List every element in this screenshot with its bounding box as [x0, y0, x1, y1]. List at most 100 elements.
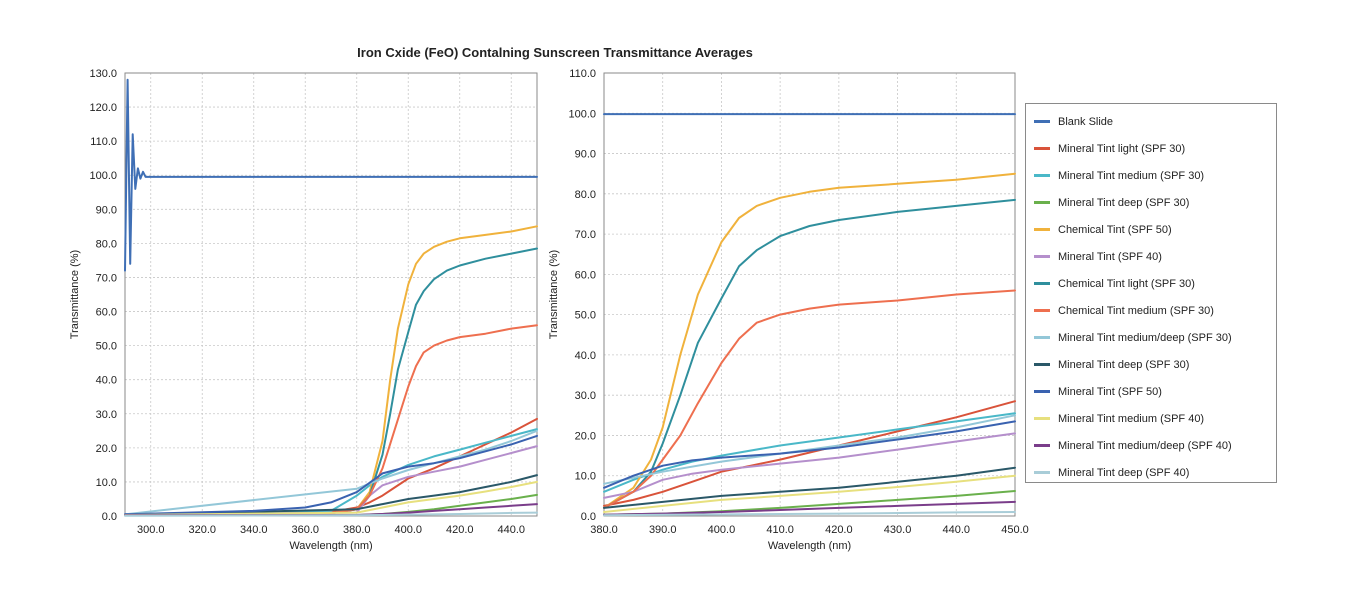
- right-series-line: [603, 466, 1016, 509]
- legend-swatch: [1034, 255, 1050, 258]
- left-x-tick-label: 340.0: [240, 524, 268, 536]
- legend-item: Chemical Tint medium (SPF 30): [1026, 297, 1276, 324]
- legend-swatch: [1034, 282, 1050, 285]
- left-y-axis-label: Transmittance (%): [69, 250, 81, 339]
- left-y-tick-label: 30.0: [96, 409, 117, 421]
- right-x-tick-label: 430.0: [884, 524, 912, 536]
- legend-label: Mineral Tint (SPF 40): [1058, 250, 1162, 263]
- legend-item: Mineral Tint medium/deep (SPF 40): [1026, 432, 1276, 459]
- legend-label: Chemical Tint (SPF 50): [1058, 223, 1172, 236]
- right-y-tick-label: 110.0: [569, 68, 596, 80]
- legend-swatch: [1034, 147, 1050, 150]
- left-series-line: [124, 480, 538, 516]
- left-series-line: [124, 511, 538, 517]
- right-x-tick-label: 410.0: [766, 524, 794, 536]
- left-series-line: [124, 247, 538, 516]
- right-y-axis-label: Transmittance (%): [548, 250, 560, 339]
- left-x-tick-label: 320.0: [188, 524, 216, 536]
- right-y-tick-label: 20.0: [575, 430, 596, 442]
- legend-swatch: [1034, 309, 1050, 312]
- left-series-line: [124, 324, 538, 516]
- legend-item: Mineral Tint medium/deep (SPF 30): [1026, 324, 1276, 351]
- left-y-tick-label: 70.0: [96, 272, 117, 284]
- legend-swatch: [1034, 471, 1050, 474]
- legend-label: Mineral Tint medium (SPF 40): [1058, 412, 1205, 425]
- right-y-tick-label: 60.0: [575, 269, 596, 281]
- left-y-tick-label: 60.0: [96, 307, 117, 319]
- legend-swatch: [1034, 444, 1050, 447]
- left-y-tick-label: 20.0: [96, 443, 117, 455]
- legend-item: Mineral Tint deep (SPF 40): [1026, 459, 1276, 486]
- right-series-line: [603, 289, 1016, 509]
- right-series-line: [603, 474, 1016, 513]
- right-x-tick-label: 390.0: [649, 524, 677, 536]
- right-y-tick-label: 90.0: [575, 149, 596, 161]
- legend-swatch: [1034, 363, 1050, 366]
- legend-item: Mineral Tint (SPF 40): [1026, 243, 1276, 270]
- legend-label: Mineral Tint medium/deep (SPF 30): [1058, 331, 1232, 344]
- legend-label: Mineral Tint deep (SPF 30): [1058, 358, 1190, 371]
- legend-swatch: [1034, 336, 1050, 339]
- left-series-line: [124, 445, 538, 516]
- left-series-line: [124, 417, 538, 516]
- legend-item: Mineral Tint (SPF 50): [1026, 378, 1276, 405]
- legend: Blank Slide Mineral Tint light (SPF 30) Mi…: [1025, 103, 1277, 483]
- legend-item: Mineral Tint medium (SPF 30): [1026, 162, 1276, 189]
- left-series-line: [124, 225, 538, 516]
- left-series-line: [124, 474, 538, 516]
- legend-swatch: [1034, 228, 1050, 231]
- left-x-tick-label: 420.0: [446, 524, 474, 536]
- left-x-tick-label: 300.0: [137, 524, 165, 536]
- right-y-tick-label: 40.0: [575, 350, 596, 362]
- legend-item: Chemical Tint light (SPF 30): [1026, 270, 1276, 297]
- legend-label: Mineral Tint deep (SPF 40): [1058, 466, 1190, 479]
- left-x-tick-label: 440.0: [497, 524, 525, 536]
- plot-left: 0.0 10.0 20.0 30.0 40.0 50.0 60.0 70.0 80.0 90.0 1…: [69, 68, 538, 552]
- left-y-tick-label: 120.0: [89, 102, 117, 114]
- legend-label: Mineral Tint medium/deep (SPF 40): [1058, 439, 1232, 452]
- right-series-line: [603, 198, 1016, 509]
- right-x-tick-label: 440.0: [943, 524, 971, 536]
- right-x-tick-label: 450.0: [1001, 524, 1029, 536]
- left-y-tick-label: 0.0: [102, 511, 117, 523]
- left-y-tick-label: 90.0: [96, 204, 117, 216]
- legend-item: Mineral Tint deep (SPF 30): [1026, 189, 1276, 216]
- legend-swatch: [1034, 417, 1050, 420]
- chart-title: Iron Cxide (FeO) Contalning Sunscreen Tr…: [357, 45, 753, 60]
- right-series-line: [603, 432, 1016, 499]
- legend-label: Mineral Tint (SPF 50): [1058, 385, 1162, 398]
- left-y-tick-label: 80.0: [96, 238, 117, 250]
- right-y-tick-label: 30.0: [575, 390, 596, 402]
- legend-item: Mineral Tint light (SPF 30): [1026, 135, 1276, 162]
- legend-item: Chemical Tint (SPF 50): [1026, 216, 1276, 243]
- legend-label: Mineral Tint deep (SPF 30): [1058, 196, 1190, 209]
- legend-swatch: [1034, 390, 1050, 393]
- legend-swatch: [1034, 174, 1050, 177]
- left-x-tick-label: 360.0: [291, 524, 319, 536]
- left-y-tick-label: 10.0: [96, 477, 117, 489]
- legend-swatch: [1034, 201, 1050, 204]
- right-x-axis-label: Wavelength (nm): [768, 540, 851, 552]
- left-x-axis-label: Wavelength (nm): [289, 540, 372, 552]
- legend-label: Blank Slide: [1058, 115, 1114, 128]
- right-y-tick-label: 10.0: [575, 471, 596, 483]
- legend-item: Mineral Tint medium (SPF 40): [1026, 405, 1276, 432]
- legend-swatch: [1034, 120, 1050, 123]
- legend-item: Mineral Tint deep (SPF 30): [1026, 351, 1276, 378]
- legend-label: Chemical Tint medium (SPF 30): [1058, 304, 1214, 317]
- right-series-line: [603, 172, 1016, 509]
- left-y-tick-label: 110.0: [90, 136, 117, 148]
- legend-label: Mineral Tint medium (SPF 30): [1058, 169, 1205, 182]
- right-x-tick-label: 420.0: [825, 524, 853, 536]
- left-y-tick-label: 100.0: [89, 170, 117, 182]
- right-series-line: [603, 511, 1016, 517]
- right-series-line: [603, 420, 1016, 489]
- right-y-tick-label: 100.0: [568, 108, 596, 120]
- legend-item: Blank Slide: [1026, 108, 1276, 135]
- right-y-tick-label: 0.0: [581, 511, 596, 523]
- left-series-line: [124, 78, 538, 272]
- legend-label: Mineral Tint light (SPF 30): [1058, 142, 1186, 155]
- right-y-tick-label: 50.0: [575, 310, 596, 322]
- left-x-tick-label: 400.0: [394, 524, 422, 536]
